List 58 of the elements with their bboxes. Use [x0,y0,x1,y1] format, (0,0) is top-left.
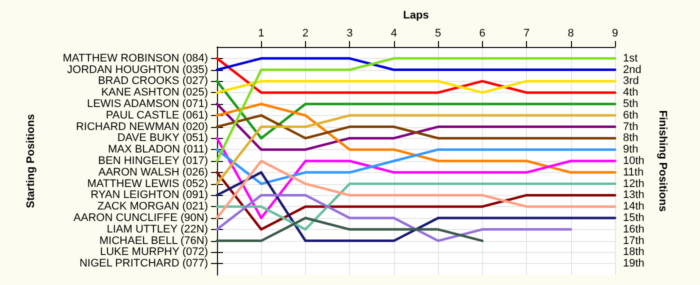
y-tick-label: 16th [623,223,644,236]
y-tick-label: 4th [623,86,638,99]
y-tick-label: 15th [623,212,644,224]
y-tick-label: 17th [623,234,644,247]
text: ZACK MORGAN (021) [97,200,208,213]
y-tick-label: 14th [623,200,644,213]
text: RICHARD NEWMAN (020) [76,120,208,133]
y-tick-label: 6th [623,109,638,122]
line-series [216,148,616,186]
line-series [216,136,616,220]
y-tick-label: 9th [623,144,638,156]
x-tick-label: 9 [612,28,618,40]
x-tick-label: 7 [523,28,530,40]
text: LEWIS ADAMSON (071) [86,98,208,110]
text: RYAN LEIGHTON (091) [90,189,208,202]
text: NIGEL PRITCHARD (077) [79,258,208,270]
text: AARON WALSH (026) [98,166,208,178]
line-series [216,160,616,220]
line-series [216,102,616,174]
text: MAX BLADON (011) [108,144,208,156]
y-tick-label: 2nd [623,64,642,76]
x-tick-label: 5 [435,28,442,40]
y-tick-label: 18th [623,246,644,258]
text: DAVE BUKY (051) [117,132,208,144]
y-tick-label: 7th [623,120,638,133]
y-tick-label: 11th [623,166,644,178]
text: KANE ASHTON (025) [101,86,208,99]
x-tick-label: 8 [568,28,574,40]
line-series [216,171,616,242]
line-series [216,102,616,151]
text: Starting Positions [25,114,37,208]
text: MATTHEW ROBINSON (084) [62,52,208,64]
y-tick-label: 13th [623,189,644,202]
text: MICHAEL BELL (76N) [99,234,208,247]
text: BEN HINGELEY (017) [98,155,208,167]
text: BRAD CROOKS (027) [98,75,208,88]
x-tick-label: 6 [479,28,486,40]
text: LIAM UTTLEY (22N) [106,223,208,236]
x-axis-title: Laps [403,10,429,22]
y-tick-label: 3rd [623,75,639,88]
text: AARON CUNCLIFFE (90N) [74,212,208,224]
x-tick-label: 3 [346,28,353,40]
x-tick-label: 2 [302,28,309,40]
text: MATTHEW LEWIS (052) [87,178,208,190]
y-tick-label: 1st [623,52,638,64]
text: PAUL CASTLE (061) [106,109,208,122]
line-series [216,194,572,242]
y-tick-label: 12th [623,178,644,190]
y-tick-label: 8th [623,132,638,144]
y-axis-title: Finishing Positions [656,110,668,212]
text: JORDAN HOUGHTON (035) [67,64,208,76]
x-tick-label: 4 [390,28,397,40]
y-tick-label: 10th [623,155,644,167]
y-tick-label: 5th [623,98,638,110]
y-tick-label: 19th [623,258,644,270]
line-series [216,171,616,231]
x-tick-label: 1 [258,28,264,40]
text: LUKE MURPHY (072) [100,246,208,258]
